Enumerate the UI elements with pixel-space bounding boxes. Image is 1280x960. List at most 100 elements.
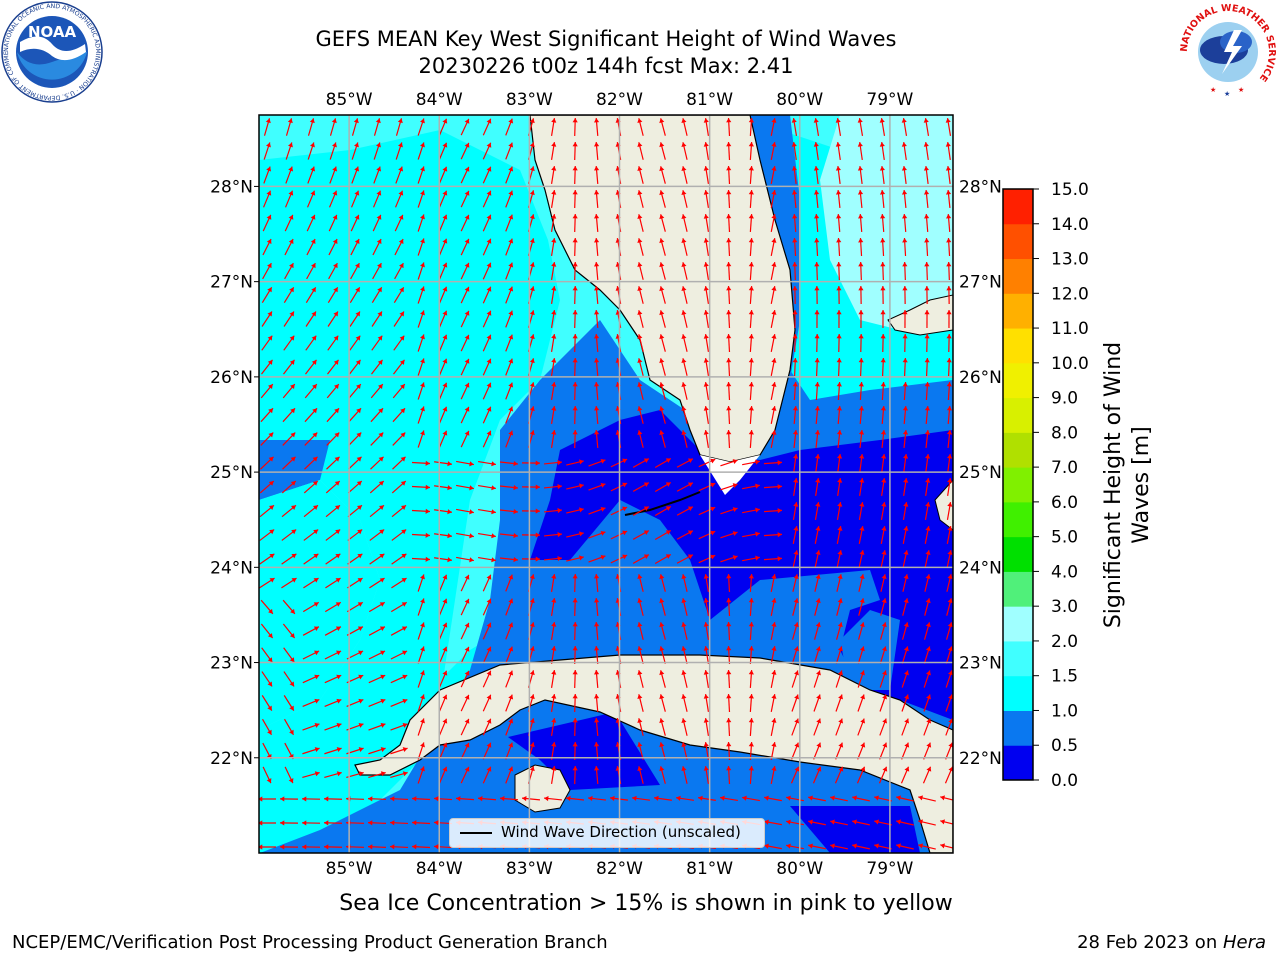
wave-arrow-head: [288, 142, 293, 148]
wave-arrow-head: [442, 406, 448, 412]
wave-arrow-head: [726, 622, 732, 627]
wave-arrow-head: [880, 310, 886, 315]
wave-arrow-head: [659, 694, 665, 700]
wave-arrow-head: [816, 694, 821, 700]
wave-arrow-head: [632, 795, 637, 801]
wave-arrow-head: [464, 142, 470, 148]
wave-arrow-head: [594, 718, 600, 723]
colorbar-tick-label: 2.0: [1051, 632, 1078, 652]
colorbar-swatch: [1003, 501, 1033, 538]
wave-arrow-head: [748, 310, 754, 315]
wave-arrow-head: [946, 358, 952, 363]
wave-arrow-head: [529, 430, 535, 436]
wave-arrow-head: [594, 238, 600, 243]
wave-arrow-head: [901, 118, 907, 123]
wave-arrow-head: [880, 406, 886, 411]
wave-arrow-head: [333, 335, 339, 341]
wave-arrow-head: [880, 214, 886, 219]
wave-arrow-head: [882, 670, 887, 676]
wave-arrow-head: [940, 819, 946, 825]
wave-arrow-head: [814, 406, 820, 411]
wave-arrow-head: [808, 843, 813, 849]
wave-arrow-head: [280, 844, 285, 850]
wave-arrow-head: [420, 718, 425, 724]
wave-arrow-head: [508, 286, 514, 292]
wave-arrow-head: [771, 142, 777, 147]
wave-arrow-head: [379, 505, 384, 511]
wave-arrow-head: [748, 742, 754, 747]
wave-arrow-head: [726, 262, 732, 267]
wave-arrow-head: [529, 190, 535, 196]
wave-arrow-head: [302, 796, 307, 802]
wave-arrow-head: [572, 670, 578, 675]
wave-arrow-head: [948, 694, 953, 700]
wave-arrow-head: [764, 819, 769, 825]
wave-arrow-head: [594, 598, 600, 603]
wave-arrow-head: [903, 502, 909, 507]
wave-arrow-head: [681, 742, 687, 748]
colorbar-swatch: [1003, 536, 1033, 572]
wave-arrow-head: [401, 553, 407, 559]
wave-arrow-head: [925, 502, 931, 507]
wave-arrow-head: [643, 554, 649, 559]
wave-arrow-head: [703, 742, 709, 747]
wave-arrow-head: [434, 820, 439, 826]
wave-arrow-head: [311, 335, 317, 341]
colorbar-swatch: [1003, 640, 1033, 677]
wave-arrow-head: [332, 166, 338, 172]
wave-arrow-head: [529, 574, 535, 580]
lon-label-bottom: 80°W: [776, 859, 823, 879]
wave-arrow-head: [456, 796, 461, 802]
wave-arrow-head: [703, 646, 709, 651]
wave-arrow-head: [336, 722, 342, 728]
wave-arrow-head: [508, 742, 514, 748]
wave-arrow-head: [572, 622, 578, 627]
wave-arrow-head: [748, 718, 754, 723]
wave-arrow-head: [720, 795, 725, 801]
wave-arrow-head: [594, 382, 600, 387]
wave-arrow-head: [266, 214, 272, 220]
wave-arrow-head: [336, 650, 342, 656]
wave-arrow-head: [356, 408, 362, 414]
wave-arrow-head: [291, 529, 297, 535]
wave-arrow-head: [486, 742, 492, 748]
wave-arrow-head: [311, 359, 317, 365]
wave-arrow-head: [313, 578, 319, 583]
wave-arrow-head: [896, 843, 901, 849]
wave-arrow-head: [469, 461, 474, 467]
wave-arrow-head: [777, 532, 782, 538]
wave-arrow-head: [529, 646, 535, 652]
wave-arrow-head: [777, 556, 782, 562]
wave-arrow-head: [398, 142, 403, 148]
wave-arrow-head: [529, 214, 535, 220]
wave-arrow-head: [947, 502, 953, 507]
wave-arrow-head: [269, 529, 275, 535]
wave-arrow-head: [793, 550, 799, 555]
wave-arrow-head: [529, 142, 535, 148]
wave-arrow-head: [486, 166, 492, 172]
lon-label-bottom: 83°W: [506, 859, 553, 879]
wave-arrow-head: [377, 263, 382, 269]
wave-arrow-head: [508, 118, 514, 124]
colorbar-swatch: [1003, 432, 1033, 468]
lat-label-right: 26°N: [959, 368, 1002, 388]
svg-text:★: ★: [1210, 86, 1216, 94]
wave-arrow-head: [289, 359, 295, 365]
wave-arrow-head: [529, 118, 535, 124]
wave-arrow-head: [924, 262, 930, 267]
colorbar-swatch: [1003, 606, 1033, 642]
wave-arrow-head: [748, 598, 754, 603]
wave-arrow-head: [486, 286, 492, 292]
wave-arrow-head: [513, 484, 518, 491]
colorbar-tick-label: 1.5: [1051, 667, 1078, 687]
colorbar-tick-label: 6.0: [1051, 493, 1078, 513]
wave-arrow-head: [665, 530, 671, 535]
wave-arrow-head: [879, 118, 885, 123]
wave-arrow-head: [793, 454, 799, 459]
wave-arrow-head: [808, 819, 813, 825]
wave-arrow-head: [794, 670, 799, 676]
lat-label-left: 24°N: [210, 558, 253, 578]
wave-arrow-head: [726, 166, 732, 171]
wave-arrow-head: [859, 502, 865, 507]
wave-arrow-head: [529, 238, 535, 244]
